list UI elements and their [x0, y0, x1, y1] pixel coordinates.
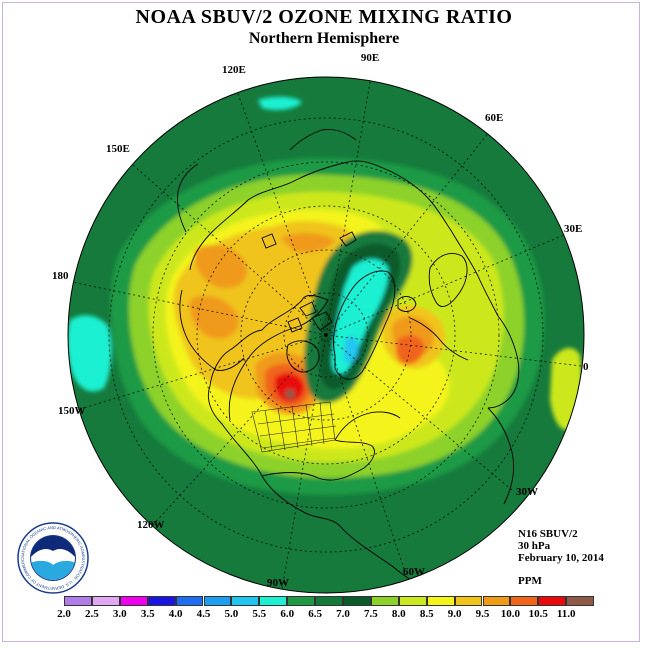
lon-label-0: 0	[583, 361, 589, 373]
colorbar-swatch	[315, 596, 343, 606]
colorbar-swatch	[175, 596, 204, 606]
colorbar-label: 7.0	[336, 608, 350, 620]
pressure-level-label: 30 hPa	[518, 540, 551, 552]
colorbar-swatch	[259, 596, 288, 606]
figure-frame	[2, 2, 640, 642]
colorbar-label: 6.0	[280, 608, 295, 620]
colorbar-label: 11.0	[556, 608, 576, 620]
satellite-label: N16 SBUV/2	[518, 528, 578, 540]
lon-label-150w: 150W	[58, 405, 86, 417]
colorbar-swatch	[287, 596, 316, 606]
page-title: NOAA SBUV/2 OZONE MIXING RATIO	[135, 6, 513, 28]
colorbar-label: 5.5	[252, 608, 267, 620]
date-label: February 10, 2014	[518, 552, 604, 564]
lon-label-180: 180	[52, 270, 69, 282]
colorbar-label: 9.5	[475, 608, 490, 620]
colorbar-label: 3.5	[140, 608, 155, 620]
colorbar-swatch	[538, 596, 567, 606]
lon-label-60e: 60E	[485, 112, 503, 124]
colorbar-label: 4.0	[168, 608, 183, 620]
colorbar-swatch	[147, 596, 176, 606]
colorbar-label: 2.5	[85, 608, 99, 620]
colorbar-swatch	[91, 596, 120, 606]
colorbar-swatch	[482, 596, 511, 606]
unit-label: PPM	[518, 575, 542, 587]
page-subtitle: Northern Hemisphere	[248, 30, 400, 47]
colorbar-label: 7.5	[364, 608, 378, 620]
noaa-logo: NOAA NATIONAL OCEANIC AND ATMOSPHERIC AD…	[16, 521, 89, 594]
colorbar-swatch	[203, 596, 232, 606]
lon-label-30w: 30W	[516, 486, 538, 498]
colorbar-swatch	[566, 596, 595, 606]
colorbar-label: 8.5	[419, 608, 434, 620]
colorbar-label: 5.0	[224, 608, 239, 620]
noaa-logo-text: NOAA	[40, 549, 67, 559]
lon-label-120e: 120E	[222, 64, 246, 76]
colorbar-swatch	[231, 596, 260, 606]
colorbar-label: 3.0	[112, 608, 127, 620]
colorbar-label: 6.5	[308, 608, 322, 620]
lon-label-90w: 90W	[267, 577, 289, 589]
lon-label-30e: 30E	[564, 223, 582, 235]
colorbar-label: 10.0	[500, 608, 521, 620]
lon-label-150e: 150E	[106, 143, 130, 155]
colorbar-swatch	[64, 596, 92, 606]
lon-label-120w: 120W	[137, 519, 165, 531]
lon-label-90e: 90E	[361, 52, 379, 64]
colorbar-label: 4.5	[196, 608, 211, 620]
lon-label-60w: 60W	[403, 566, 425, 578]
colorbar-label: 2.0	[57, 608, 71, 620]
colorbar-swatch	[510, 596, 539, 606]
colorbar-swatch	[398, 596, 427, 606]
colorbar-swatch	[370, 596, 399, 606]
colorbar-label: 10.5	[528, 608, 548, 620]
colorbar-label: 9.0	[447, 608, 462, 620]
colorbar-swatch	[119, 596, 148, 606]
colorbar-label: 8.0	[391, 608, 406, 620]
colorbar-swatch	[454, 596, 483, 606]
colorbar-swatch	[343, 596, 371, 606]
colorbar-swatch	[426, 596, 455, 606]
ozone-field	[68, 77, 584, 593]
